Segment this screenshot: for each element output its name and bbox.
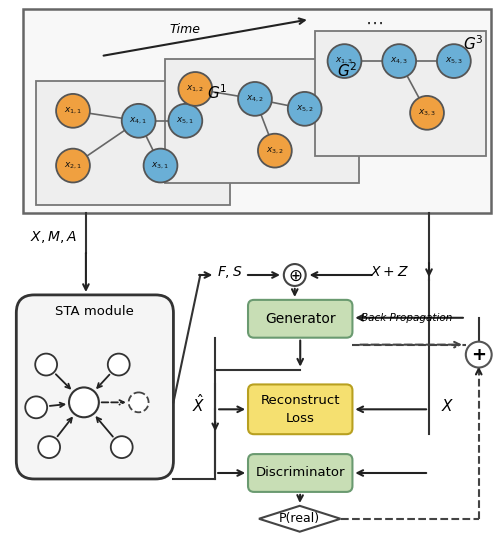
Circle shape — [56, 148, 90, 183]
Text: $G^2$: $G^2$ — [337, 62, 358, 80]
Text: $\cdots$: $\cdots$ — [365, 14, 383, 32]
FancyArrowPatch shape — [297, 494, 303, 500]
Text: $\hat{X}$: $\hat{X}$ — [192, 393, 205, 415]
Bar — [36, 81, 230, 205]
Circle shape — [69, 387, 99, 417]
FancyArrowPatch shape — [312, 272, 372, 278]
Text: $x_{3,2}$: $x_{3,2}$ — [266, 146, 284, 156]
FancyArrowPatch shape — [360, 342, 460, 348]
Circle shape — [35, 354, 57, 376]
Text: P(real): P(real) — [279, 512, 320, 525]
Circle shape — [410, 96, 444, 130]
FancyArrowPatch shape — [56, 374, 70, 388]
Circle shape — [143, 148, 178, 183]
Circle shape — [327, 44, 361, 78]
Text: $x_{4,3}$: $x_{4,3}$ — [390, 56, 408, 66]
Text: $x_{4,2}$: $x_{4,2}$ — [246, 94, 264, 104]
Text: STA module: STA module — [55, 305, 134, 318]
Circle shape — [288, 92, 321, 126]
Text: $x_{2,1}$: $x_{2,1}$ — [64, 161, 82, 170]
Circle shape — [437, 44, 471, 78]
FancyBboxPatch shape — [248, 454, 353, 492]
FancyArrowPatch shape — [426, 263, 432, 275]
Circle shape — [169, 104, 202, 138]
Circle shape — [382, 44, 416, 78]
FancyArrowPatch shape — [97, 417, 113, 437]
FancyArrowPatch shape — [358, 315, 463, 321]
Circle shape — [56, 94, 90, 128]
Circle shape — [466, 342, 491, 367]
Circle shape — [284, 264, 306, 286]
Text: Generator: Generator — [265, 312, 336, 326]
Text: +: + — [471, 345, 486, 364]
FancyArrowPatch shape — [50, 403, 64, 407]
Bar — [315, 31, 486, 156]
FancyBboxPatch shape — [248, 384, 353, 434]
Circle shape — [122, 104, 155, 138]
FancyArrowPatch shape — [297, 340, 303, 365]
Circle shape — [258, 134, 292, 168]
FancyArrowPatch shape — [212, 422, 218, 429]
Text: $X$: $X$ — [441, 398, 454, 414]
Text: Back Propagation: Back Propagation — [362, 313, 453, 323]
FancyArrowPatch shape — [358, 470, 426, 476]
FancyBboxPatch shape — [248, 300, 353, 338]
Text: $x_{5,1}$: $x_{5,1}$ — [176, 116, 195, 126]
FancyArrowPatch shape — [199, 272, 210, 278]
Text: Time: Time — [170, 23, 201, 36]
Circle shape — [129, 392, 148, 412]
FancyArrowPatch shape — [102, 400, 124, 405]
Polygon shape — [259, 506, 341, 532]
Text: $G^1$: $G^1$ — [207, 84, 228, 102]
Text: $X+Z$: $X+Z$ — [370, 265, 408, 279]
FancyArrowPatch shape — [219, 406, 243, 412]
FancyArrowPatch shape — [218, 470, 243, 476]
Text: $X, M, A$: $X, M, A$ — [30, 229, 76, 245]
Text: $x_{4,1}$: $x_{4,1}$ — [129, 116, 148, 126]
Text: $G^3$: $G^3$ — [463, 34, 484, 53]
FancyArrowPatch shape — [57, 418, 72, 436]
Text: $x_{5,3}$: $x_{5,3}$ — [445, 56, 463, 66]
Text: Discriminator: Discriminator — [256, 466, 345, 480]
Text: $\oplus$: $\oplus$ — [288, 267, 302, 284]
Text: $x_{1,2}$: $x_{1,2}$ — [186, 84, 204, 94]
Circle shape — [111, 436, 133, 458]
FancyArrowPatch shape — [358, 406, 426, 412]
Circle shape — [25, 397, 47, 418]
FancyArrowPatch shape — [248, 272, 278, 278]
Circle shape — [108, 354, 130, 376]
Circle shape — [238, 82, 272, 116]
FancyArrowPatch shape — [83, 253, 89, 290]
Bar — [165, 59, 360, 184]
Text: Reconstruct
Loss: Reconstruct Loss — [261, 394, 340, 425]
Text: $F, S$: $F, S$ — [217, 264, 243, 280]
Text: $x_{1,1}$: $x_{1,1}$ — [64, 106, 82, 116]
Text: $x_{1,3}$: $x_{1,3}$ — [336, 56, 354, 66]
Bar — [23, 9, 490, 213]
Circle shape — [179, 72, 212, 106]
FancyBboxPatch shape — [16, 295, 174, 479]
Text: $x_{3,1}$: $x_{3,1}$ — [151, 161, 170, 170]
FancyArrowPatch shape — [97, 375, 110, 388]
Circle shape — [38, 436, 60, 458]
Text: $x_{5,2}$: $x_{5,2}$ — [296, 104, 314, 114]
FancyArrowPatch shape — [476, 367, 481, 375]
Text: $x_{3,3}$: $x_{3,3}$ — [418, 108, 436, 118]
FancyArrowPatch shape — [292, 289, 298, 295]
